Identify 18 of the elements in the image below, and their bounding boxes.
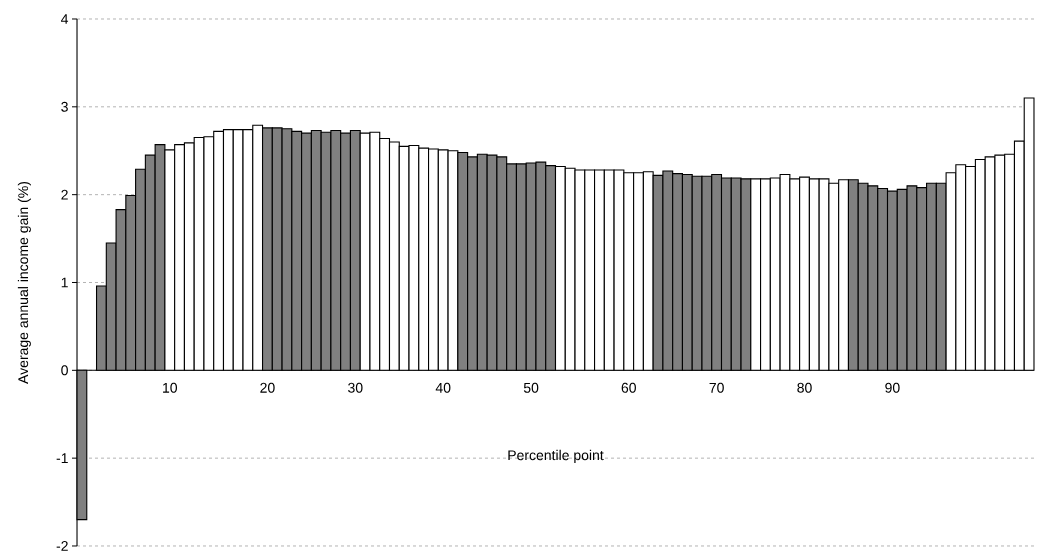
y-tick-label: 3 [61, 101, 68, 112]
x-tick-label: 80 [797, 382, 812, 393]
x-tick-label: 30 [348, 382, 363, 393]
x-tick-label: 10 [163, 382, 178, 393]
x-tick-label: 50 [523, 382, 539, 393]
y-tick-label: 0 [61, 365, 68, 376]
y-tick-label: 4 [61, 14, 69, 24]
x-tick-label: 20 [260, 382, 275, 393]
x-tick-label: 90 [885, 382, 900, 393]
y-axis-title: Average annual income gain (%) [17, 181, 31, 384]
y-tick-label: 1 [61, 277, 68, 288]
x-axis-title: Percentile point [508, 449, 604, 463]
y-tick-label: -2 [56, 541, 68, 551]
y-tick-label: 2 [61, 189, 68, 200]
y-tick-label: -1 [56, 453, 68, 463]
x-tick-label: 70 [709, 382, 724, 393]
x-tick-label: 60 [621, 382, 636, 393]
x-tick-label: 40 [435, 382, 451, 393]
